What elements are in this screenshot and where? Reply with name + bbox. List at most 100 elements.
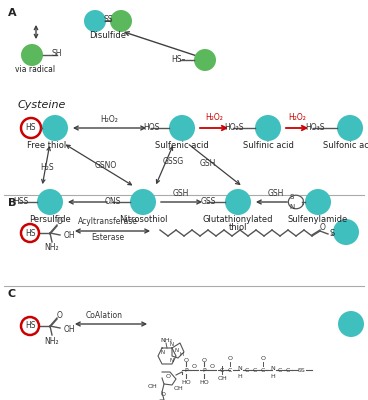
- Circle shape: [337, 115, 363, 141]
- Circle shape: [84, 10, 106, 32]
- Text: thiol: thiol: [229, 222, 247, 232]
- Text: HS: HS: [25, 322, 35, 330]
- Text: Glutathionylated: Glutathionylated: [203, 214, 273, 224]
- Text: S: S: [290, 194, 294, 200]
- Text: O: O: [227, 356, 233, 362]
- Text: OH: OH: [64, 232, 76, 240]
- Text: N: N: [170, 342, 174, 348]
- Circle shape: [338, 311, 364, 337]
- Text: O: O: [202, 358, 206, 362]
- Text: HOS: HOS: [144, 122, 160, 132]
- Text: CoAlation: CoAlation: [85, 310, 123, 320]
- Text: H: H: [180, 352, 184, 356]
- Text: NH₂: NH₂: [160, 338, 172, 342]
- Text: OH: OH: [174, 386, 184, 390]
- Circle shape: [225, 189, 251, 215]
- Text: NH₂: NH₂: [45, 336, 59, 346]
- Circle shape: [305, 189, 331, 215]
- Text: Cysteine: Cysteine: [18, 100, 66, 110]
- Text: C: C: [228, 368, 232, 372]
- Text: O: O: [191, 364, 197, 370]
- Text: S: S: [329, 230, 334, 238]
- Circle shape: [21, 44, 43, 66]
- Text: Persulfide: Persulfide: [29, 214, 71, 224]
- Text: O: O: [166, 374, 170, 380]
- Circle shape: [169, 115, 195, 141]
- Text: Esterase: Esterase: [91, 234, 124, 242]
- Text: N: N: [238, 366, 243, 370]
- Text: H₂S: H₂S: [40, 164, 54, 172]
- Circle shape: [21, 317, 39, 335]
- Text: O: O: [184, 358, 188, 362]
- Text: C: C: [253, 368, 257, 372]
- Text: SS: SS: [103, 16, 113, 24]
- Text: H₂O₂: H₂O₂: [288, 114, 306, 122]
- Text: Sulfenylamide: Sulfenylamide: [288, 214, 348, 224]
- Circle shape: [42, 115, 68, 141]
- Text: Sulfenic acid: Sulfenic acid: [155, 140, 209, 150]
- Text: ONS: ONS: [105, 196, 121, 206]
- Circle shape: [255, 115, 281, 141]
- Text: SH: SH: [51, 50, 61, 58]
- Text: H: H: [270, 374, 275, 378]
- Text: HS–: HS–: [171, 54, 186, 64]
- Text: O: O: [57, 218, 63, 226]
- Text: B: B: [8, 198, 16, 208]
- Circle shape: [21, 224, 39, 242]
- Text: via radical: via radical: [15, 64, 55, 74]
- Text: N: N: [289, 204, 295, 210]
- Text: Free thiol: Free thiol: [27, 140, 67, 150]
- Text: C: C: [278, 368, 282, 372]
- Text: H₂O₂: H₂O₂: [100, 114, 118, 124]
- Text: O: O: [57, 310, 63, 320]
- Circle shape: [194, 49, 216, 71]
- Text: OH: OH: [147, 384, 157, 388]
- Text: C: C: [261, 368, 265, 372]
- Circle shape: [21, 118, 41, 138]
- Text: P: P: [202, 368, 206, 372]
- Circle shape: [37, 189, 63, 215]
- Text: OH: OH: [217, 376, 227, 380]
- Text: P: P: [184, 368, 188, 372]
- Text: O: O: [261, 356, 265, 362]
- Text: Nitrosothiol: Nitrosothiol: [119, 214, 167, 224]
- Text: N: N: [161, 350, 165, 354]
- Text: HS: HS: [25, 228, 35, 238]
- Text: GSH: GSH: [268, 190, 284, 198]
- Text: HO₃S: HO₃S: [305, 122, 325, 132]
- Text: HSS: HSS: [13, 196, 28, 206]
- Text: HS: HS: [26, 124, 36, 132]
- Text: O: O: [209, 364, 215, 370]
- Circle shape: [110, 10, 132, 32]
- Text: Sulfonic acid: Sulfonic acid: [323, 140, 368, 150]
- Text: GSH: GSH: [200, 158, 216, 168]
- Text: GSS: GSS: [201, 196, 216, 206]
- Polygon shape: [289, 195, 303, 209]
- Text: C: C: [220, 368, 224, 372]
- Text: SS: SS: [297, 368, 305, 372]
- Text: Acyltransferase: Acyltransferase: [78, 218, 138, 226]
- Text: H: H: [238, 374, 243, 378]
- Text: N: N: [170, 358, 174, 362]
- Circle shape: [333, 219, 359, 245]
- Text: HO: HO: [199, 380, 209, 384]
- Text: HO₂S: HO₂S: [224, 122, 244, 132]
- Text: OH: OH: [64, 324, 76, 334]
- Text: C: C: [245, 368, 249, 372]
- Text: HO: HO: [181, 380, 191, 384]
- Text: GSSG: GSSG: [163, 158, 184, 166]
- Text: GSNO: GSNO: [95, 160, 117, 170]
- Text: GSH: GSH: [173, 190, 189, 198]
- Text: N: N: [175, 348, 179, 354]
- Text: C: C: [286, 368, 290, 372]
- Text: Disulfide: Disulfide: [89, 30, 127, 40]
- Text: Sulfinic acid: Sulfinic acid: [243, 140, 293, 150]
- Text: C: C: [8, 289, 16, 299]
- Text: A: A: [8, 8, 17, 18]
- Text: H₂O₂: H₂O₂: [205, 114, 223, 122]
- Text: N: N: [270, 366, 275, 370]
- Text: O: O: [320, 222, 326, 232]
- Text: NH₂: NH₂: [45, 244, 59, 252]
- Text: O: O: [160, 392, 166, 396]
- Circle shape: [130, 189, 156, 215]
